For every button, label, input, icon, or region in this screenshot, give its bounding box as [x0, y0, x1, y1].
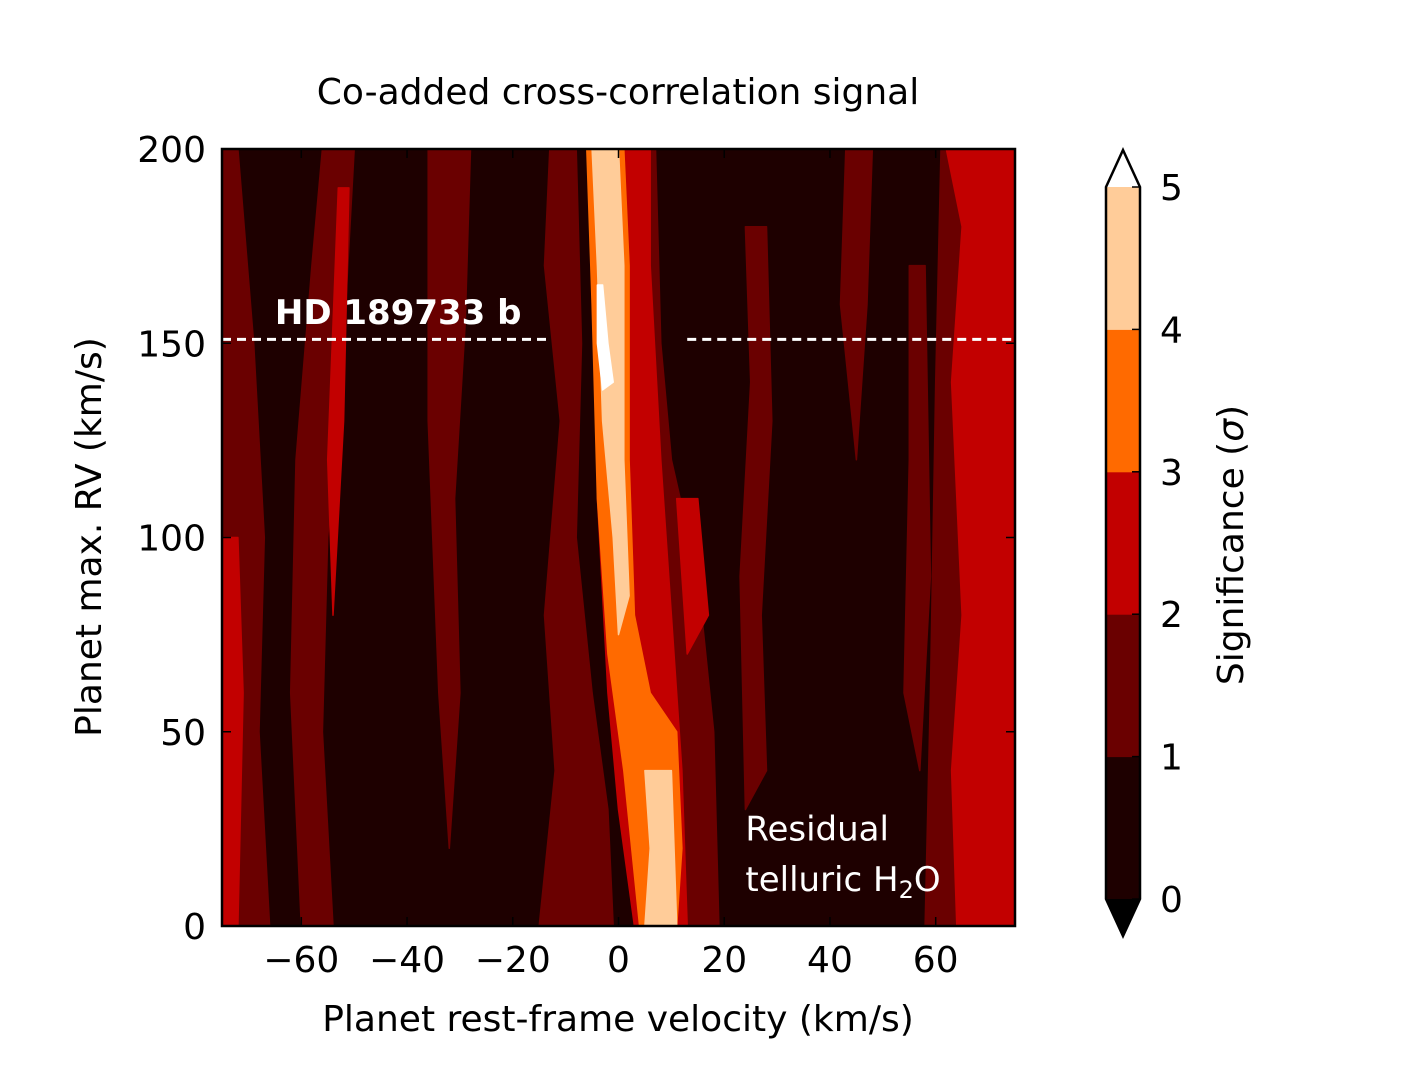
- contour-band-1-3: [427, 149, 472, 850]
- colorbar-tick-label: 5: [1160, 168, 1183, 209]
- contour-band-5-1: [596, 284, 614, 391]
- colorbar-extend-over: [1106, 150, 1140, 187]
- contour-band-1-8: [903, 264, 932, 772]
- contour-band-2-2: [326, 187, 350, 616]
- residual-annotation-subscript: 2: [899, 876, 914, 904]
- residual-annotation-line1: Residual: [745, 810, 889, 850]
- y-tick-label: 50: [160, 713, 206, 754]
- residual-annotation-text: telluric H: [745, 860, 898, 900]
- contour-band-1-7: [839, 149, 874, 461]
- y-tick-label: 150: [137, 324, 206, 365]
- y-axis-ticks: 0 50 100 150 200: [137, 130, 1015, 948]
- residual-annotation-line2: telluric H2O: [745, 860, 940, 904]
- colorbar: 0 1 2 3 4 5 Significance (σ): [1104, 147, 1252, 939]
- x-tick-label: 20: [701, 940, 747, 981]
- x-tick-label: 40: [807, 940, 853, 981]
- y-tick-label: 200: [137, 130, 206, 171]
- colorbar-tick-label: 2: [1160, 595, 1183, 636]
- colorbar-extend-under: [1106, 899, 1140, 936]
- x-tick-label: −40: [369, 940, 445, 981]
- colorbar-tick-label: 4: [1160, 310, 1183, 351]
- annotation-layer: HD 189733 b Residual telluric H2O: [275, 293, 941, 904]
- y-axis-label: Planet max. RV (km/s): [69, 337, 110, 737]
- x-tick-label: 0: [607, 940, 630, 981]
- chart-title: Co-added cross-correlation signal: [317, 72, 919, 113]
- contour-band-4-2: [644, 769, 678, 926]
- colorbar-band-3-4: [1106, 329, 1140, 473]
- colorbar-band-1-2: [1106, 614, 1140, 758]
- x-tick-label: 60: [913, 940, 959, 981]
- colorbar-label: Significance (σ): [1211, 405, 1252, 685]
- colorbar-tick-label: 0: [1160, 880, 1183, 921]
- y-tick-label: 0: [183, 907, 206, 948]
- plot-area: HD 189733 b Residual telluric H2O: [220, 147, 1017, 928]
- contour-band-2-6: [977, 692, 1011, 850]
- planet-annotation: HD 189733 b: [275, 293, 522, 333]
- colorbar-bands: [1104, 147, 1142, 939]
- colorbar-band-0-1: [1106, 756, 1140, 900]
- residual-annotation-text-end: O: [914, 860, 941, 900]
- contour-band-2-4: [675, 497, 710, 655]
- contour-band-2-1: [222, 536, 244, 926]
- colorbar-band-4-5: [1106, 187, 1140, 330]
- contour-layer: [222, 149, 1015, 926]
- colorbar-tick-label: 3: [1160, 453, 1183, 494]
- contour-band-1-6: [739, 225, 773, 811]
- x-tick-label: −20: [475, 940, 551, 981]
- x-axis-label: Planet rest-frame velocity (km/s): [322, 999, 914, 1040]
- contour-band-1-4: [538, 149, 614, 926]
- x-tick-label: −60: [263, 940, 339, 981]
- x-axis-ticks: −60 −40 −20 0 20 40 60: [263, 149, 959, 981]
- colorbar-band-2-3: [1106, 471, 1140, 615]
- colorbar-ticks: 0 1 2 3 4 5: [1132, 168, 1183, 921]
- y-tick-label: 100: [137, 519, 206, 560]
- colorbar-tick-label: 1: [1160, 738, 1183, 779]
